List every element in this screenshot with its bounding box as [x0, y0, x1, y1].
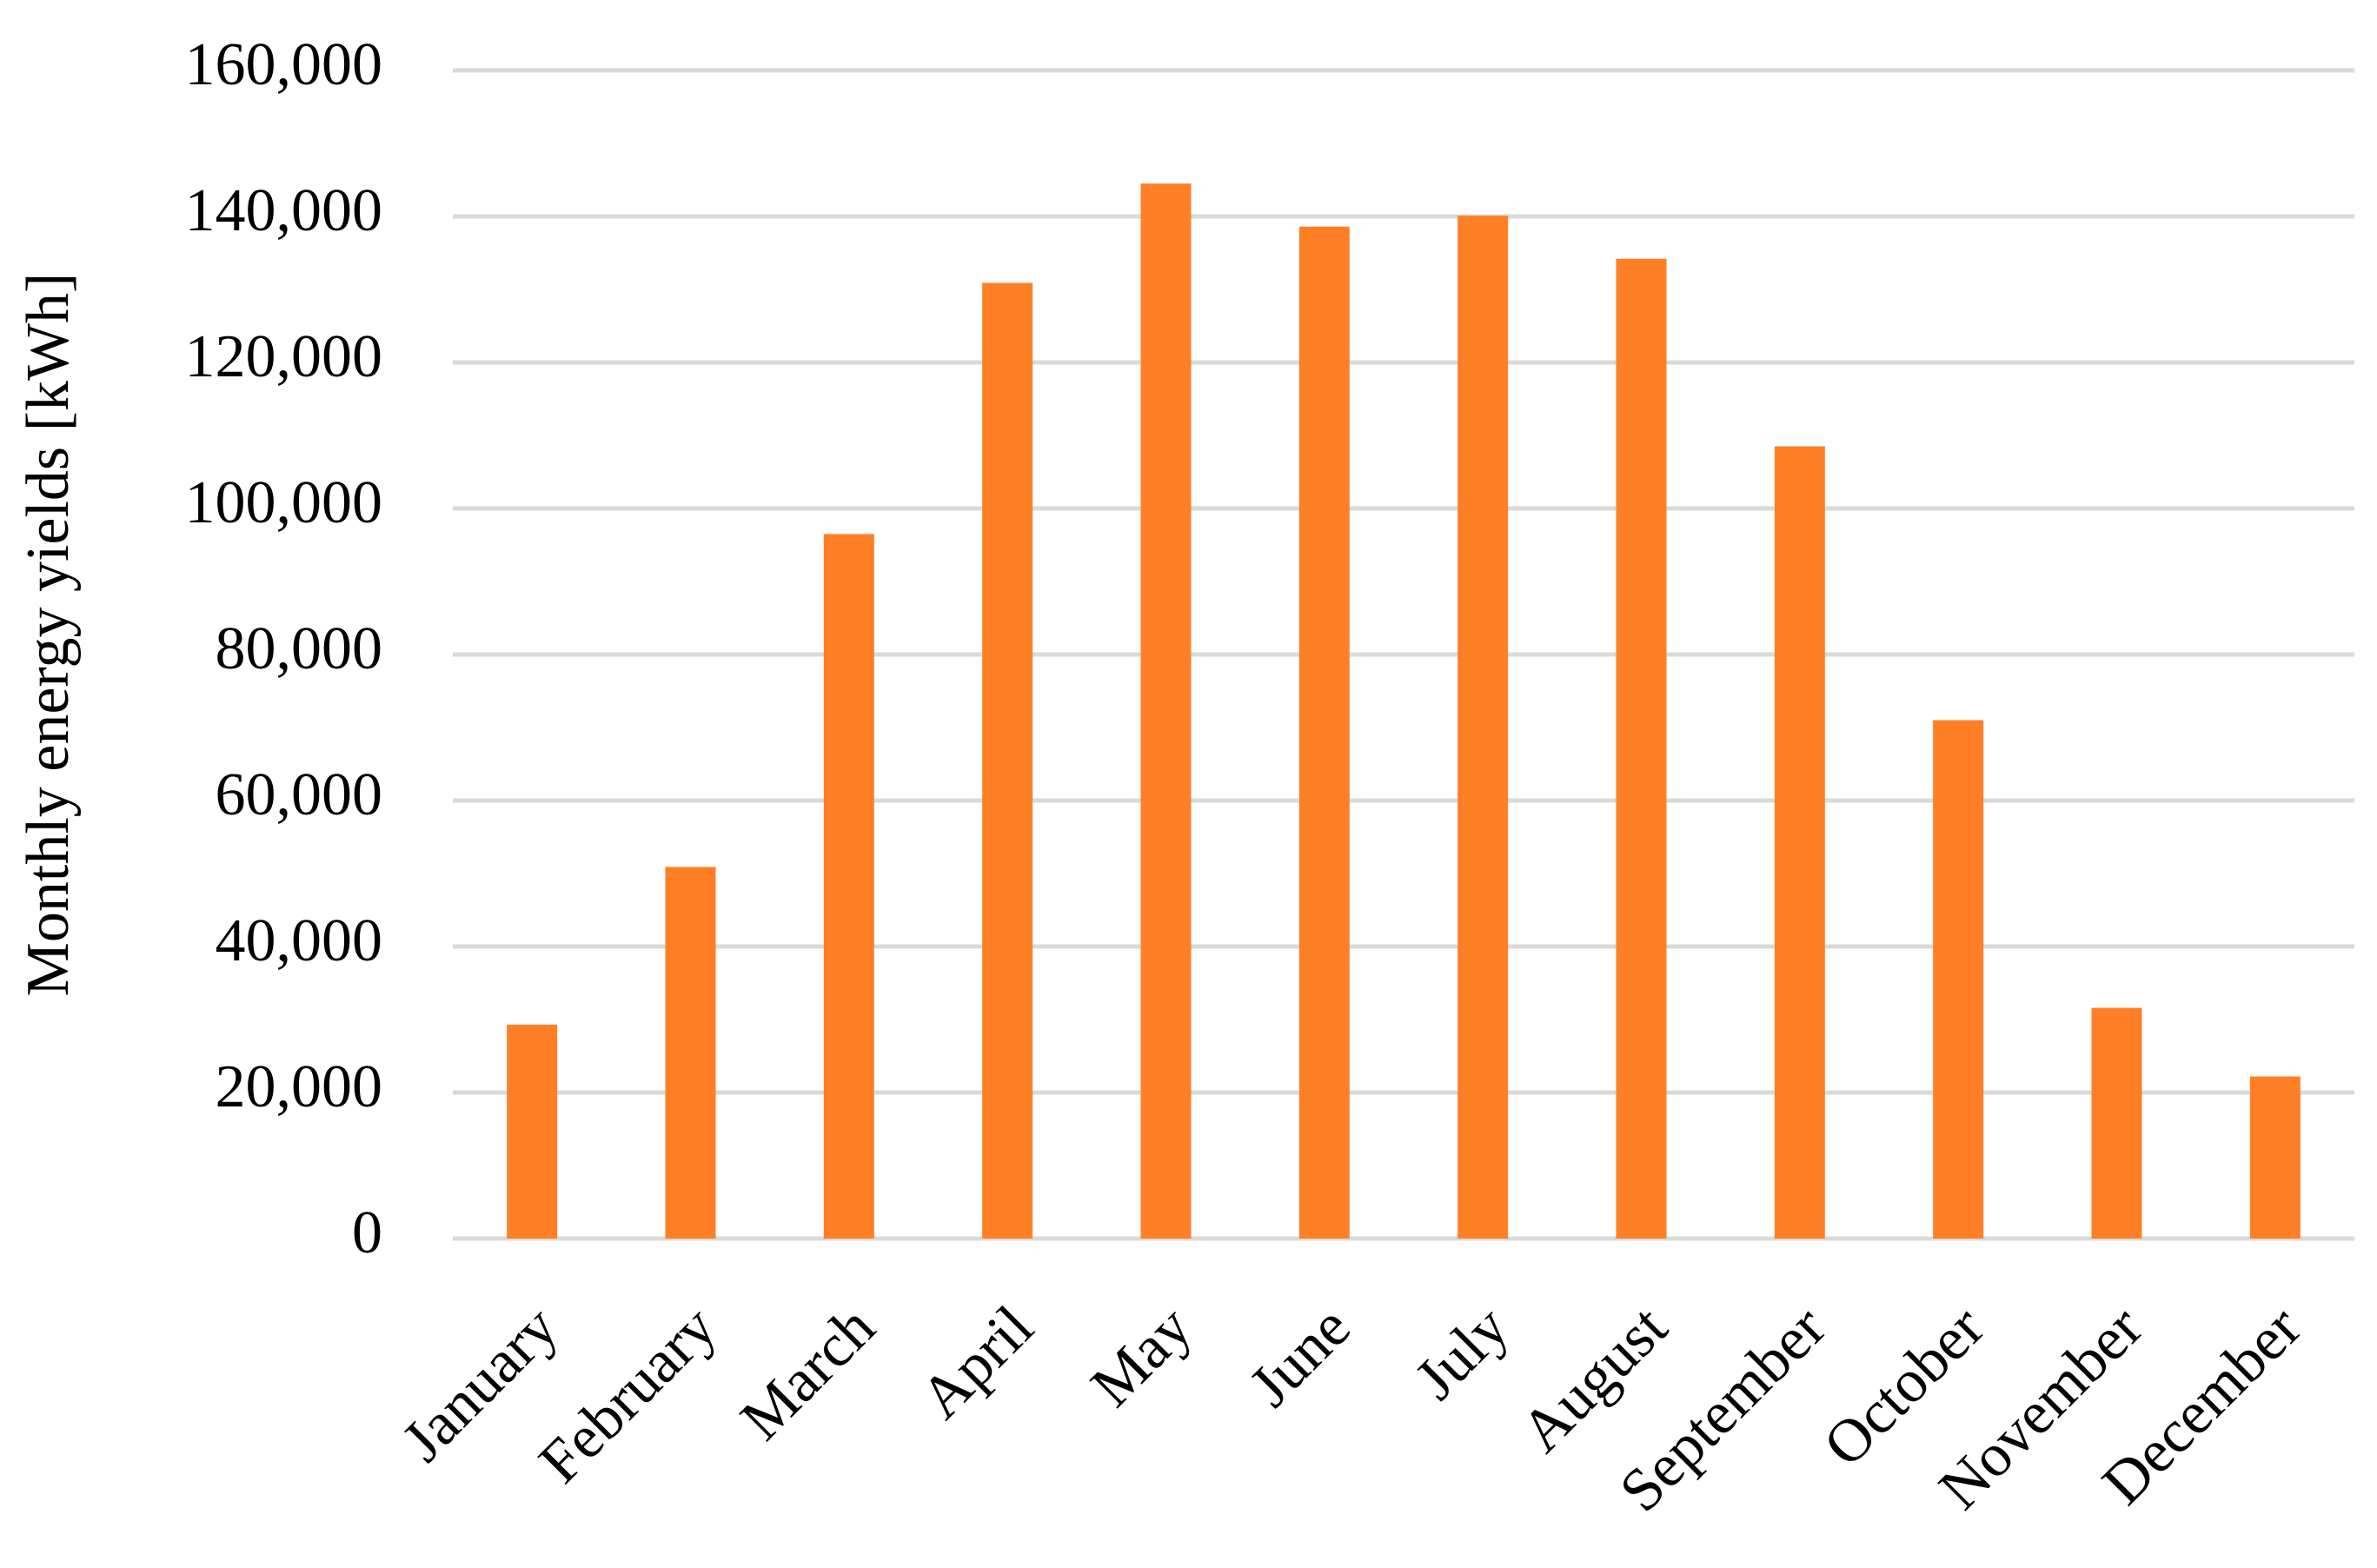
bar [1457, 216, 1509, 1239]
y-tick-label: 160,000 [185, 31, 383, 98]
bar [982, 282, 1033, 1239]
bar [507, 1024, 558, 1239]
bar [1298, 226, 1350, 1239]
bar [2091, 1007, 2142, 1239]
bar [1933, 720, 1984, 1239]
x-tick-label: May [1079, 1293, 1205, 1419]
y-tick-label: 140,000 [185, 177, 383, 244]
y-tick-label: 40,000 [216, 907, 383, 974]
y-axis-label: Monthly energy yields [kWh] [15, 273, 82, 997]
x-tick-label: June [1237, 1293, 1363, 1419]
x-tick-label: March [728, 1293, 888, 1453]
bar [665, 867, 716, 1239]
y-tick-label: 20,000 [216, 1053, 383, 1120]
x-tick-label: February [527, 1293, 729, 1496]
x-tick-label: July [1403, 1293, 1522, 1412]
bar [823, 534, 874, 1239]
x-tick-label: April [908, 1293, 1046, 1432]
bar [1616, 258, 1667, 1239]
y-tick-label: 80,000 [216, 615, 383, 682]
y-tick-label: 0 [352, 1199, 382, 1266]
bar [1140, 183, 1192, 1239]
bar [1774, 446, 1825, 1239]
y-tick-label: 100,000 [185, 469, 383, 536]
bar [2249, 1076, 2301, 1239]
y-tick-label: 60,000 [216, 761, 383, 828]
y-tick-label: 120,000 [185, 323, 383, 390]
